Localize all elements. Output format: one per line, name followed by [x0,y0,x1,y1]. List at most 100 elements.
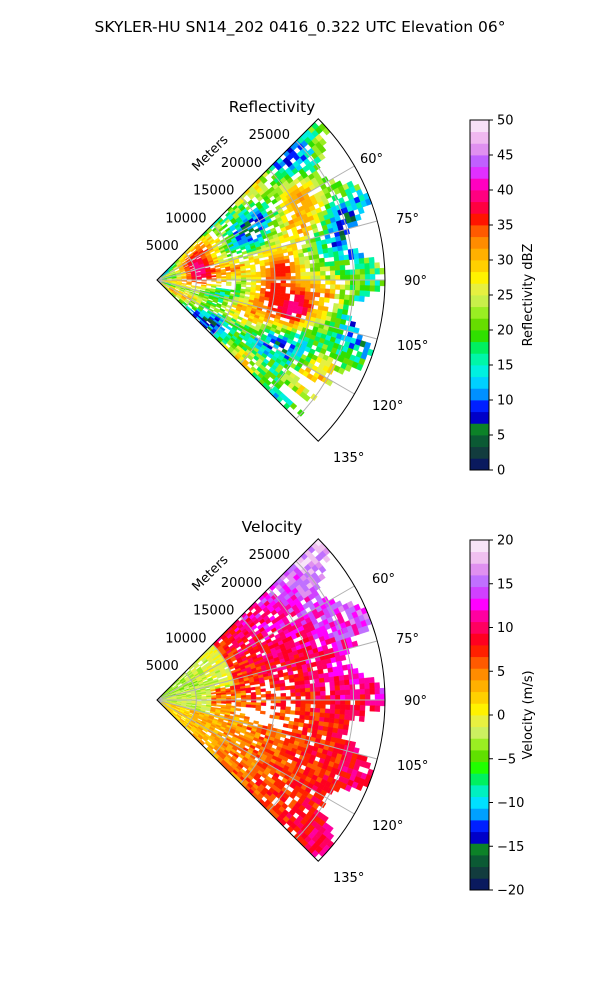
colorbar-swatch [470,155,489,168]
radar-cell [369,682,376,690]
radar-cell [343,299,350,306]
reflectivity-panel: Reflectivity 5000 10000 15000 20000 25000 60… [146,98,536,479]
radar-cell [314,708,321,714]
radar-cell [374,705,381,712]
radar-cell [176,280,182,282]
radar-cell [265,273,272,278]
radar-cell [324,293,331,299]
radar-cell [354,269,361,276]
radar-cell [369,268,376,275]
colorbar-swatch [470,633,489,646]
velocity-title: Velocity [242,518,303,536]
sector-outline [156,118,386,442]
radar-cell [285,706,291,711]
colorbar-swatch [470,120,489,133]
reflectivity-colorbar: 0 5 10 15 20 25 30 35 40 45 50 [469,114,514,479]
radar-cell [345,694,351,701]
radar-cell [275,282,282,287]
radar-cell [349,704,356,711]
radar-cell [352,667,359,675]
radar-cell [309,683,316,689]
radar-cell [255,274,262,278]
radar-cell [344,704,351,711]
radar-cell [369,262,376,270]
radar-cell [364,263,371,270]
radar-cell [349,679,355,686]
radar-cell [337,250,344,257]
radar-cell [357,206,365,215]
colorbar-swatch [470,808,489,821]
radar-cell [330,690,336,696]
azimuth-tick-label: 135° [333,871,364,886]
radar-cell [354,694,361,701]
colorbar-tick-label: 30 [497,254,514,269]
radar-cell [337,367,346,375]
radar-cell [369,279,376,286]
radar-cell [359,279,366,286]
colorbar-swatch [470,225,489,238]
radar-cell [344,269,351,276]
range-tick-label: 15000 [193,604,234,619]
radar-cell [339,265,346,271]
radar-cell [181,698,187,700]
radar-cell [310,695,316,701]
radar-cell [379,693,386,701]
radar-cell [275,266,281,271]
colorbar-swatch [470,843,489,856]
radar-cell [309,687,316,693]
radar-cell [354,689,361,696]
radar-cell [314,258,320,264]
radar-cell [181,280,187,282]
figure-title: SKYLER-HU SN14_202 0416_0.322 UTC Elevat… [95,18,506,37]
radar-cell [226,275,232,279]
radar-cell [300,275,306,281]
radar-cell [318,677,325,684]
radar-cell [245,274,252,278]
radar-cell [330,704,336,710]
radar-cell [364,285,371,292]
radar-cell [340,699,346,706]
radar-cell [295,279,301,284]
radar-cell [349,714,355,721]
azimuth-tick-label: 105° [397,339,428,354]
colorbar-swatch [470,726,489,739]
radar-cell [259,682,266,687]
colorbar-swatch [470,621,489,634]
radar-cell [305,275,311,281]
radar-cell [314,678,320,684]
radar-cell [290,268,296,274]
colorbar-tick-label: 20 [497,324,514,339]
radar-cell [353,678,360,685]
radar-cell [339,269,346,276]
radar-cell [334,265,341,271]
radar-cell [305,707,311,713]
radar-cell [284,685,291,691]
radar-cell [329,288,336,295]
radar-cell [347,668,354,675]
colorbar-swatch [470,750,489,763]
radar-cell [339,714,345,720]
colorbar-swatch [470,680,489,693]
radar-cell [305,699,311,705]
radar-cell [304,259,311,265]
azimuth-tick-label: 120° [372,819,403,834]
radar-cell [320,284,326,290]
radar-cell [342,304,349,311]
radar-cell [354,284,361,291]
colorbar-swatch [470,435,489,448]
radar-cell [315,691,321,697]
radar-cell [320,270,326,276]
radar-cell [181,277,187,279]
radar-cell [235,275,242,279]
radar-cell [244,291,251,295]
range-tick-label: 5000 [146,659,179,674]
radar-cell [235,708,242,712]
colorbar-swatch [470,131,489,144]
radar-cell [338,298,345,305]
radar-cell [379,267,386,275]
radar-cell [349,689,356,696]
colorbar-swatch [470,586,489,599]
radar-cell [341,729,349,736]
colorbar-tick-label: −10 [497,796,524,811]
radar-cell [255,271,262,276]
